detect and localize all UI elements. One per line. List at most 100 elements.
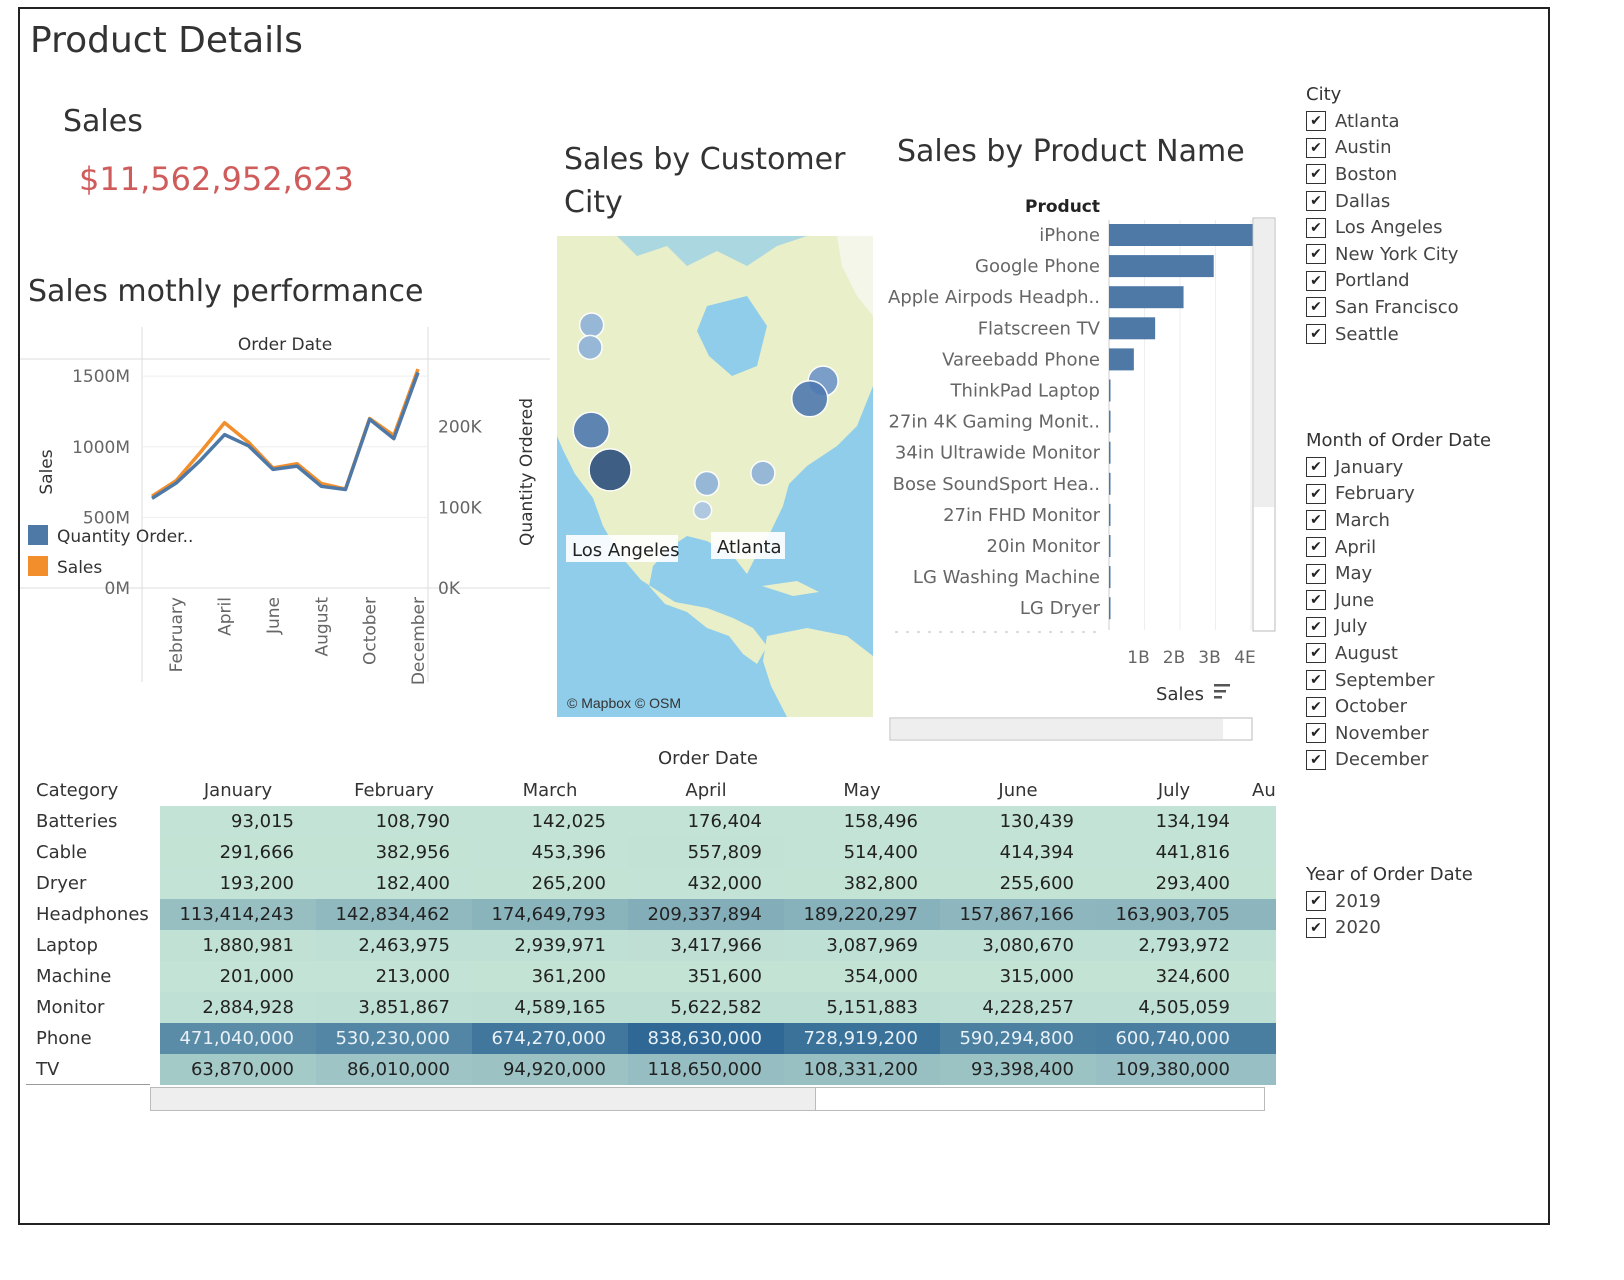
- bar-34in-ultrawide-monitor[interactable]: [1109, 441, 1111, 464]
- city-option-san-francisco[interactable]: ✔ San Francisco: [1306, 294, 1459, 321]
- bar-20in-monitor[interactable]: [1109, 535, 1111, 557]
- bar-lg-dryer[interactable]: [1109, 597, 1111, 620]
- bar-iphone[interactable]: [1109, 224, 1253, 246]
- right-axis-tick: 200K: [438, 418, 482, 438]
- month-option-october[interactable]: ✔ October: [1306, 693, 1435, 720]
- checkbox-checked-icon[interactable]: ✔: [1306, 723, 1326, 744]
- checkbox-checked-icon[interactable]: ✔: [1306, 324, 1326, 345]
- checkbox-checked-icon[interactable]: ✔: [1306, 563, 1326, 584]
- crosstab-cell: 432,000: [687, 873, 762, 894]
- city-option-boston[interactable]: ✔ Boston: [1306, 161, 1459, 188]
- month-option-may[interactable]: ✔ May: [1306, 560, 1435, 587]
- map-point-portland[interactable]: [577, 334, 603, 361]
- checkbox-checked-icon[interactable]: ✔: [1306, 111, 1326, 132]
- checkbox-checked-icon[interactable]: ✔: [1306, 510, 1326, 531]
- map-title: Sales by Customer City: [564, 142, 846, 220]
- checkbox-checked-icon[interactable]: ✔: [1306, 537, 1326, 558]
- bar-label-apple-airpods-headph: Apple Airpods Headph..: [888, 287, 1100, 308]
- city-option-label: Dallas: [1335, 190, 1391, 212]
- line-chart[interactable]: Order Date 1500M 1000M 500M 0M 200K 100K 0K Sale…: [20, 322, 550, 692]
- checkbox-checked-icon[interactable]: ✔: [1306, 917, 1326, 938]
- month-option-august[interactable]: ✔ August: [1306, 640, 1435, 667]
- checkbox-checked-icon[interactable]: ✔: [1306, 297, 1326, 318]
- month-option-january[interactable]: ✔ January: [1306, 454, 1435, 481]
- bar-vertical-scroll-thumb[interactable]: [1254, 219, 1274, 507]
- checkbox-checked-icon[interactable]: ✔: [1306, 244, 1326, 265]
- checkbox-checked-icon[interactable]: ✔: [1306, 696, 1326, 717]
- month-option-july[interactable]: ✔ July: [1306, 614, 1435, 641]
- x-axis-tick-june: June: [264, 597, 284, 635]
- month-option-june[interactable]: ✔ June: [1306, 587, 1435, 614]
- checkbox-checked-icon[interactable]: ✔: [1306, 616, 1326, 637]
- bar-apple-airpods-headph[interactable]: [1109, 286, 1184, 309]
- series-line-sales[interactable]: [151, 368, 420, 498]
- crosstab-row-headphones: Headphones 113,414,243 142,834,462 174,649,…: [26, 899, 1276, 930]
- checkbox-checked-icon[interactable]: ✔: [1306, 137, 1326, 158]
- checkbox-checked-icon[interactable]: ✔: [1306, 643, 1326, 664]
- bar-google-phone[interactable]: [1109, 255, 1214, 278]
- checkbox-checked-icon[interactable]: ✔: [1306, 164, 1326, 185]
- city-option-los-angeles[interactable]: ✔ Los Angeles: [1306, 214, 1459, 241]
- legend-swatch-sales: [28, 556, 48, 576]
- bar-vareebadd-phone[interactable]: [1109, 348, 1134, 371]
- crosstab-row-tv: TV 63,870,000 86,010,000 94,920,000 118,650,…: [26, 1054, 1276, 1085]
- checkbox-checked-icon[interactable]: ✔: [1306, 891, 1326, 912]
- crosstab-cell: 193,200: [219, 873, 294, 894]
- map-point-seattle[interactable]: [578, 312, 605, 338]
- series-line-quantity-ordered[interactable]: [151, 371, 420, 500]
- checkbox-checked-icon[interactable]: ✔: [1306, 483, 1326, 504]
- bar-thinkpad-laptop[interactable]: [1109, 379, 1111, 402]
- left-axis-tick: 1500M: [72, 367, 130, 387]
- month-option-april[interactable]: ✔ April: [1306, 534, 1435, 561]
- map-point-dallas[interactable]: [694, 470, 720, 497]
- city-option-seattle[interactable]: ✔ Seattle: [1306, 321, 1459, 348]
- crosstab-cell: 163,903,705: [1115, 904, 1230, 925]
- crosstab-col-may: May: [843, 780, 881, 801]
- crosstab-cell-truncated: [1252, 868, 1276, 899]
- checkbox-checked-icon[interactable]: ✔: [1306, 191, 1326, 212]
- product-bar-chart[interactable]: Product iPhone Google Phone Apple Airpods H…: [885, 190, 1285, 750]
- map-point-new-york-city[interactable]: [791, 379, 829, 418]
- checkbox-checked-icon[interactable]: ✔: [1306, 670, 1326, 691]
- checkbox-checked-icon[interactable]: ✔: [1306, 217, 1326, 238]
- map-point-austin[interactable]: [692, 500, 713, 521]
- month-option-label: February: [1335, 483, 1415, 505]
- city-option-austin[interactable]: ✔ Austin: [1306, 135, 1459, 162]
- arctic-water: [617, 236, 807, 266]
- city-option-atlanta[interactable]: ✔ Atlanta: [1306, 108, 1459, 135]
- year-option-2019[interactable]: ✔ 2019: [1306, 888, 1381, 915]
- map-point-san-francisco[interactable]: [572, 411, 610, 449]
- month-option-november[interactable]: ✔ November: [1306, 720, 1435, 747]
- bar-lg-washing-machine[interactable]: [1109, 566, 1111, 589]
- crosstab-cell: 201,000: [219, 966, 294, 987]
- crosstab-scrollbar[interactable]: [150, 1087, 1265, 1111]
- bar-chart-title: Sales by Product Name: [897, 134, 1245, 169]
- crosstab-cell: 590,294,800: [959, 1028, 1074, 1049]
- checkbox-checked-icon[interactable]: ✔: [1306, 270, 1326, 291]
- month-option-february[interactable]: ✔ February: [1306, 481, 1435, 508]
- city-map[interactable]: © Mapbox © OSM Los Angeles Atlanta: [557, 236, 873, 717]
- sort-icon[interactable]: [1214, 684, 1230, 699]
- month-option-march[interactable]: ✔ March: [1306, 507, 1435, 534]
- city-option-new-york-city[interactable]: ✔ New York City: [1306, 241, 1459, 268]
- right-axis-tick: 0K: [438, 579, 461, 599]
- city-option-portland[interactable]: ✔ Portland: [1306, 268, 1459, 295]
- month-option-september[interactable]: ✔ September: [1306, 667, 1435, 694]
- map-point-atlanta[interactable]: [750, 460, 776, 486]
- city-option-dallas[interactable]: ✔ Dallas: [1306, 188, 1459, 215]
- bar-horizontal-scroll-thumb[interactable]: [891, 719, 1223, 739]
- map-points: [572, 312, 839, 521]
- crosstab-category: Dryer: [36, 873, 87, 894]
- map-point-los-angeles[interactable]: [588, 448, 632, 492]
- bar-flatscreen-tv[interactable]: [1109, 317, 1156, 340]
- kpi-title: Sales: [63, 104, 143, 139]
- checkbox-checked-icon[interactable]: ✔: [1306, 749, 1326, 770]
- bar-27in-4k-gaming-monit[interactable]: [1109, 410, 1111, 433]
- checkbox-checked-icon[interactable]: ✔: [1306, 457, 1326, 478]
- crosstab-scroll-thumb[interactable]: [151, 1088, 816, 1110]
- checkbox-checked-icon[interactable]: ✔: [1306, 590, 1326, 611]
- month-option-december[interactable]: ✔ December: [1306, 747, 1435, 774]
- bar-27in-fhd-monitor[interactable]: [1109, 503, 1111, 526]
- year-option-2020[interactable]: ✔ 2020: [1306, 915, 1381, 942]
- bar-bose-soundsport-hea[interactable]: [1109, 472, 1111, 495]
